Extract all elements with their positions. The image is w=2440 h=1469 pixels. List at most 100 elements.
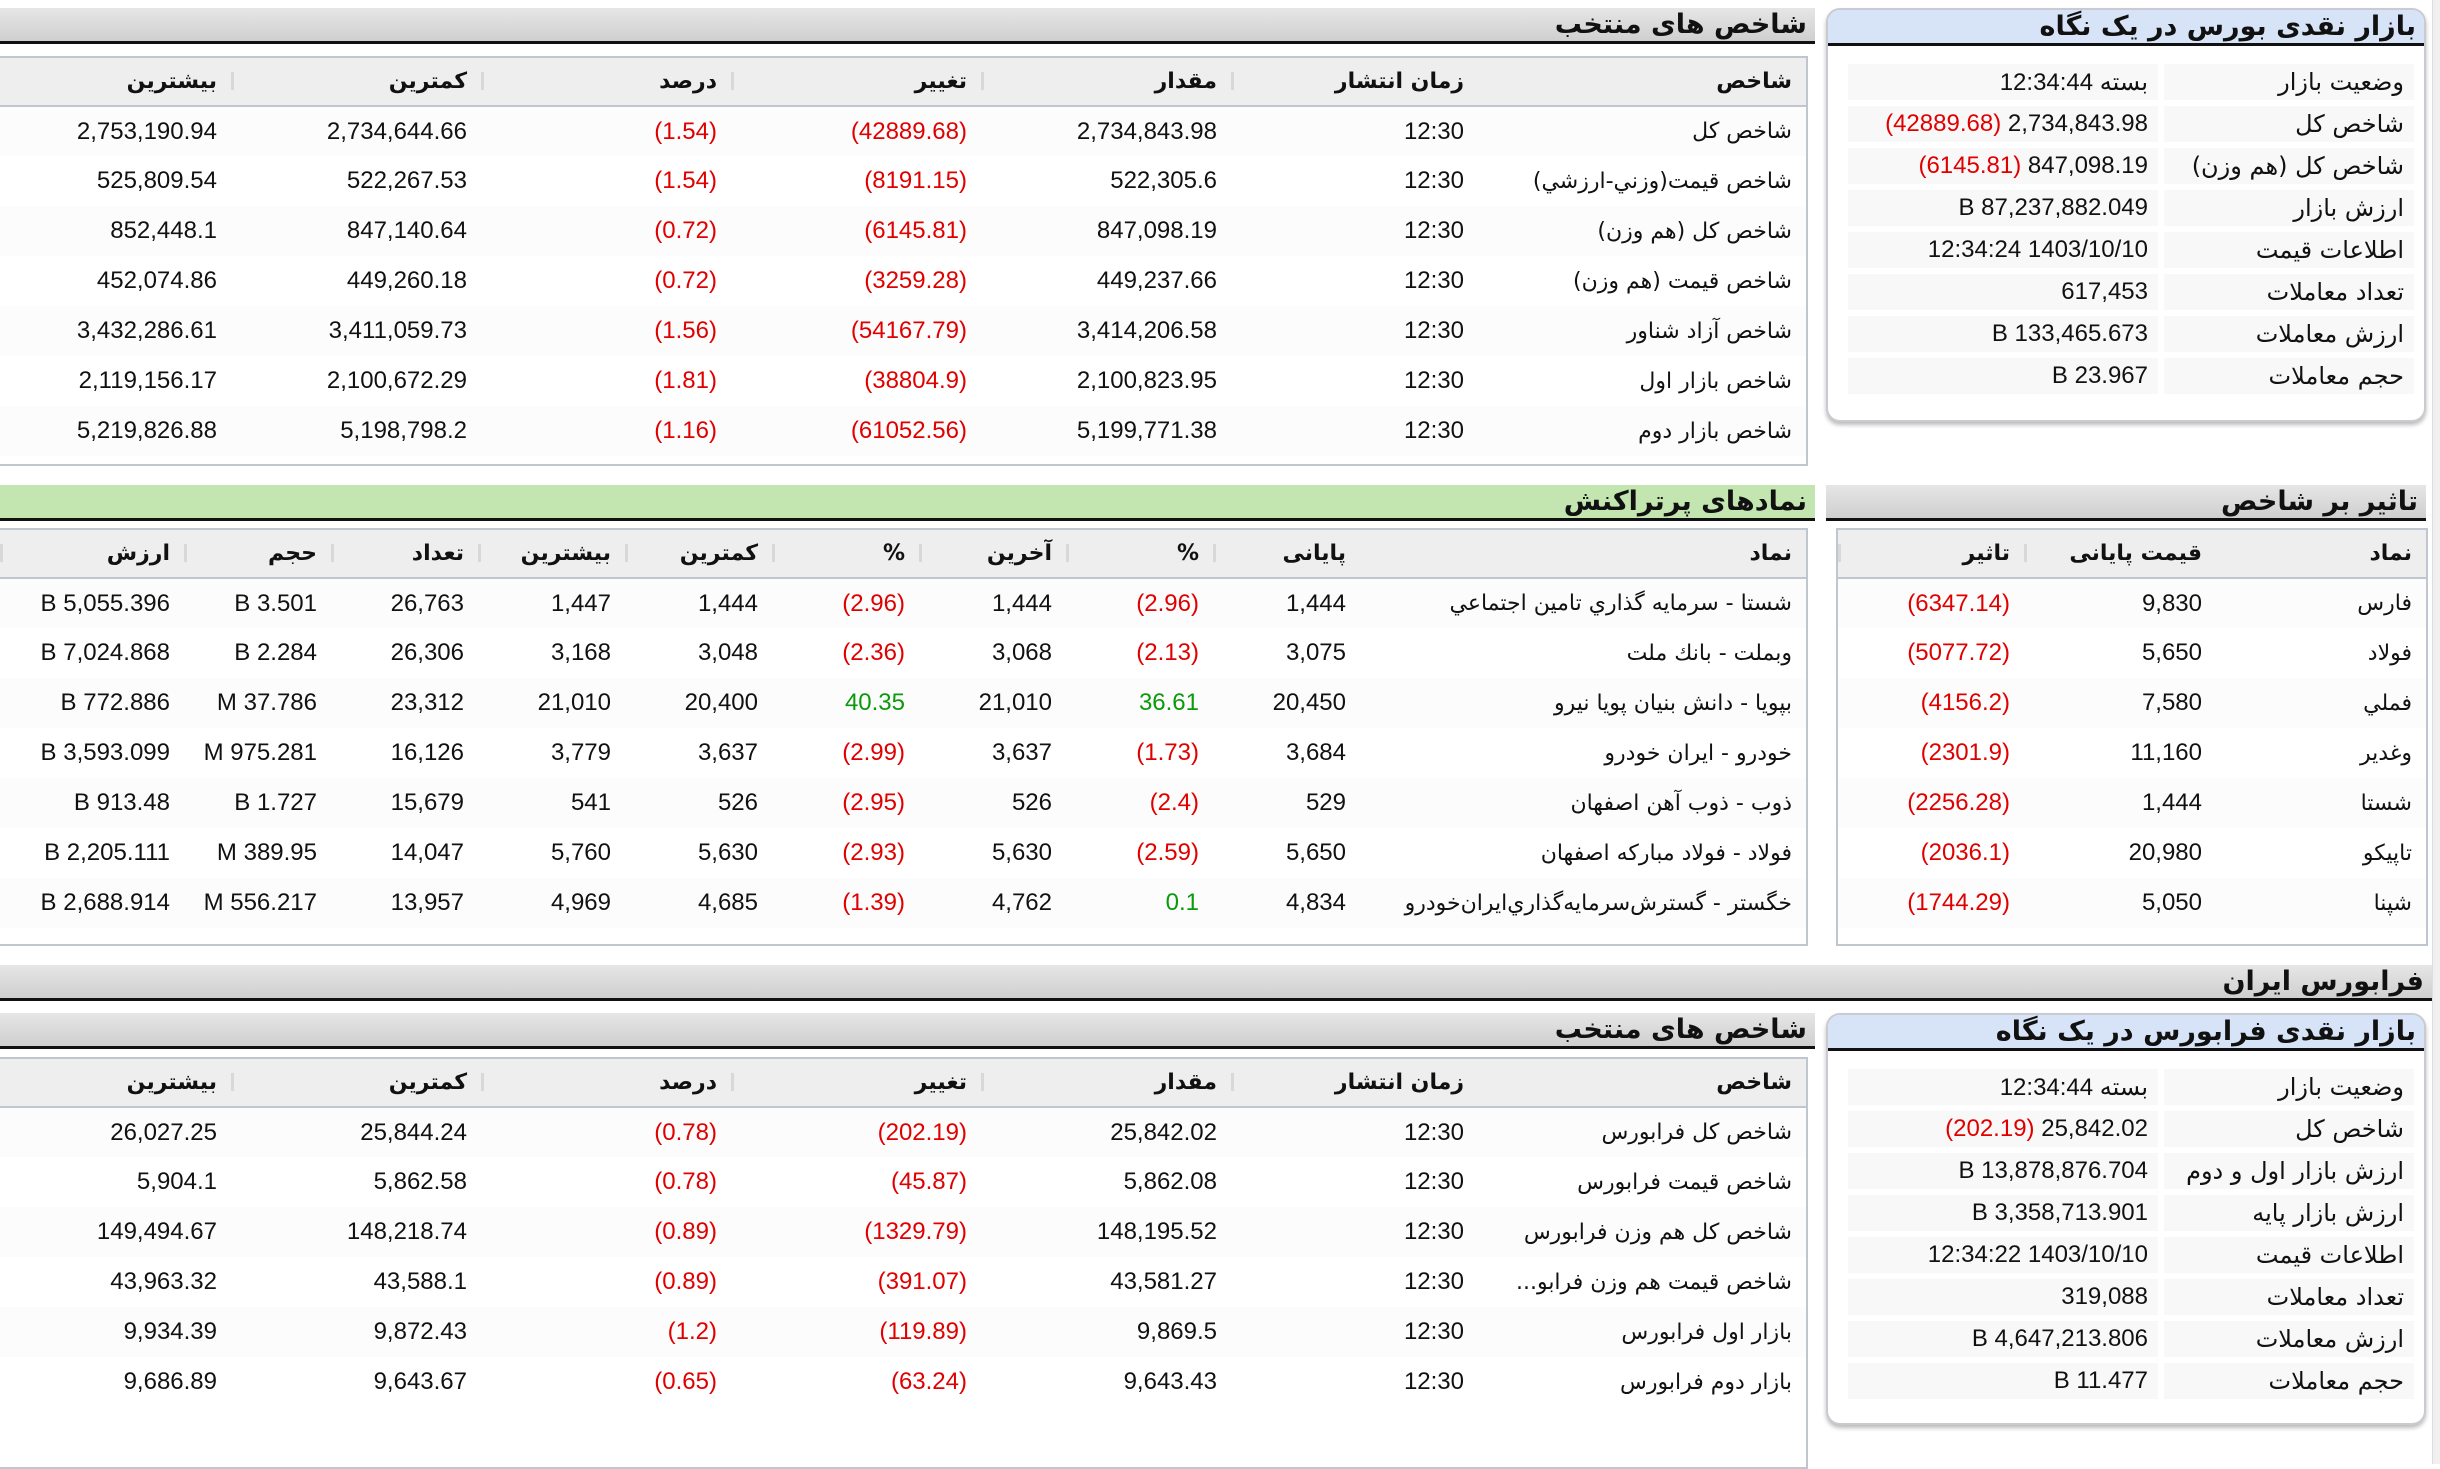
table-row[interactable]: فملي 7,580 (4156.2)	[1838, 678, 2426, 728]
row-name[interactable]: شستا - سرمايه گذاري تامين اجتماعي	[1360, 578, 1806, 628]
table-row[interactable]: شاخص كل فرابورس 12:30 25,842.02 (202.19) (0.…	[0, 1107, 1806, 1157]
row-name[interactable]: فارس	[2216, 578, 2426, 628]
row-value: 12:30	[1231, 106, 1478, 156]
table-row[interactable]: ذوب - ذوب آهن اصفهان 529 (2.4) 526 (2.95) 526…	[0, 778, 1806, 828]
column-header[interactable]: تعداد	[331, 530, 478, 579]
table-row[interactable]: فارس 9,830 (6347.14)	[1838, 578, 2426, 628]
column-header[interactable]: مقدار	[981, 1059, 1231, 1108]
row-name[interactable]: شاخص آزاد شناور	[1478, 306, 1806, 356]
row-name[interactable]: شپنا	[2216, 878, 2426, 928]
table-row[interactable]: بازار اول فرابورس 12:30 9,869.5 (119.89) (1.…	[0, 1307, 1806, 1357]
table-row[interactable]: شستا - سرمايه گذاري تامين اجتماعي 1,444 (2…	[0, 578, 1806, 628]
column-header[interactable]: کمترین	[625, 530, 772, 579]
table-row[interactable]: شاخص آزاد شناور 12:30 3,414,206.58 (54167.7…	[0, 306, 1806, 356]
column-header[interactable]: شاخص	[1478, 1059, 1806, 1108]
info-label: تعداد معاملات	[2164, 274, 2414, 310]
table-row[interactable]: فولاد - فولاد مباركه اصفهان 5,650 (2.59) 5,…	[0, 828, 1806, 878]
row-name[interactable]: شاخص كل فرابورس	[1478, 1107, 1806, 1157]
row-name[interactable]: فولاد	[2367, 640, 2412, 666]
row-name[interactable]: شاخص كل هم وزن فرابورس	[1478, 1207, 1806, 1257]
row-name[interactable]: شاخص كل	[1478, 106, 1806, 156]
row-name[interactable]: فملي	[2216, 678, 2426, 728]
column-header[interactable]: قیمت پایانی	[2024, 530, 2216, 579]
row-name[interactable]: فولاد - فولاد مباركه اصفهان	[1540, 840, 1792, 866]
column-header[interactable]: حجم	[184, 530, 331, 579]
table-row[interactable]: خگستر - گسترش‌سرمايه‌گذاري‌ايران‌خودرو 4,…	[0, 878, 1806, 928]
column-header[interactable]: آخرین	[919, 530, 1066, 579]
info-value-cell: 25,842.02 (202.19)	[1848, 1111, 2158, 1147]
column-header[interactable]: درصد	[481, 1059, 731, 1108]
row-value: 3,684	[1285, 739, 1346, 766]
column-header[interactable]: پایانی	[1213, 530, 1360, 579]
row-name[interactable]: بپويا - دانش بنيان پويا نيرو	[1360, 678, 1806, 728]
column-header[interactable]: مقدار	[981, 58, 1231, 107]
scrollbar-track[interactable]	[2432, 0, 2440, 1464]
row-value: 3,432,286.61	[0, 306, 231, 356]
column-header[interactable]: %	[1066, 530, 1213, 579]
row-name[interactable]: ذوب - ذوب آهن اصفهان	[1360, 778, 1806, 828]
row-name[interactable]: شاخص قيمت(وزني-ارزشي)	[1532, 168, 1792, 194]
column-header[interactable]: زمان انتشار	[1231, 1059, 1478, 1108]
column-header[interactable]: بیشترین	[478, 530, 625, 579]
table-row[interactable]: شاخص قيمت فرابورس 12:30 5,862.08 (45.87) (0.…	[0, 1157, 1806, 1207]
column-header[interactable]: %	[772, 530, 919, 579]
row-value: 9,643.43	[1123, 1368, 1217, 1395]
table-row[interactable]: شاخص كل 12:30 2,734,843.98 (42889.68) (1.54)…	[0, 106, 1806, 156]
row-name[interactable]: شاخص قيمت هم وزن فرابو...	[1515, 1269, 1792, 1295]
row-value: (1329.79)	[731, 1207, 981, 1257]
column-separator	[478, 544, 481, 562]
table-row[interactable]: شپنا 5,050 (1744.29)	[1838, 878, 2426, 928]
table-row[interactable]: شاخص كل (هم وزن) 12:30 847,098.19 (6145.81)…	[0, 206, 1806, 256]
row-name[interactable]: شاخص بازار اول	[1639, 368, 1792, 394]
table-row[interactable]: شاخص قيمت هم وزن فرابو... 12:30 43,581.27 (…	[0, 1257, 1806, 1307]
table-row[interactable]: شاخص بازار دوم 12:30 5,199,771.38 (61052.56…	[0, 406, 1806, 456]
column-header[interactable]: ارزش	[0, 530, 184, 579]
column-header[interactable]: بیشترین	[0, 1059, 231, 1108]
column-header[interactable]: درصد	[481, 58, 731, 107]
column-header[interactable]: شاخص	[1478, 58, 1806, 107]
row-name[interactable]: شاخص بازار دوم	[1478, 406, 1806, 456]
row-name[interactable]: وبملت - بانك ملت	[1626, 640, 1792, 666]
info-label: تعداد معاملات	[2164, 1279, 2414, 1315]
row-name[interactable]: شاخص كل (هم وزن)	[1478, 206, 1806, 256]
table-row[interactable]: بپويا - دانش بنيان پويا نيرو 20,450 36.61 2…	[0, 678, 1806, 728]
table-row[interactable]: بازار دوم فرابورس 12:30 9,643.43 (63.24) (0.…	[0, 1357, 1806, 1407]
column-header[interactable]: بیشترین	[0, 58, 231, 107]
column-header[interactable]: تغییر	[731, 1059, 981, 1108]
row-value: 12:30	[1231, 1207, 1478, 1257]
table-row[interactable]: وغدير 11,160 (2301.9)	[1838, 728, 2426, 778]
row-name[interactable]: خودرو - ايران خودرو	[1604, 740, 1792, 766]
header-row: شاخص زمان انتشار مقدار تغییر درصد کمترین بیشتر…	[0, 58, 1806, 107]
column-header[interactable]: نماد	[1360, 530, 1806, 579]
row-name[interactable]: تاپيكو	[2362, 840, 2412, 866]
row-name[interactable]: بازار اول فرابورس	[1478, 1307, 1806, 1357]
table-row[interactable]: فولاد 5,650 (5077.72)	[1838, 628, 2426, 678]
column-header[interactable]: کمترین	[231, 1059, 481, 1108]
table-row[interactable]: تاپيكو 20,980 (2036.1)	[1838, 828, 2426, 878]
column-header[interactable]: کمترین	[231, 58, 481, 107]
row-name[interactable]: خگستر - گسترش‌سرمايه‌گذاري‌ايران‌خودرو	[1360, 878, 1806, 928]
column-header[interactable]: نماد	[2216, 530, 2426, 579]
table-row[interactable]: شاخص بازار اول 12:30 2,100,823.95 (38804.9)…	[0, 356, 1806, 406]
info-label: اطلاعات قیمت	[2164, 232, 2414, 268]
table-row[interactable]: شاخص قيمت(وزني-ارزشي) 12:30 522,305.6 (8191…	[0, 156, 1806, 206]
row-name[interactable]: شاخص قيمت فرابورس	[1577, 1169, 1792, 1195]
table-row[interactable]: خودرو - ايران خودرو 3,684 (1.73) 3,637 (2.99…	[0, 728, 1806, 778]
table-row[interactable]: شاخص كل هم وزن فرابورس 12:30 148,195.52 (13…	[0, 1207, 1806, 1257]
info-row: اطلاعات قیمت 1403/10/10 12:34:24	[1848, 232, 2414, 268]
column-header-label: تغییر	[914, 1070, 967, 1095]
row-value: 5,050	[2024, 878, 2216, 928]
table-row[interactable]: شاخص قيمت (هم وزن) 12:30 449,237.66 (3259.2…	[0, 256, 1806, 306]
column-header[interactable]: زمان انتشار	[1231, 58, 1478, 107]
table-row[interactable]: شستا 1,444 (2256.28)	[1838, 778, 2426, 828]
row-name[interactable]: وغدير	[2360, 740, 2412, 766]
column-header[interactable]: تاثیر	[1838, 530, 2024, 579]
index-impact-title: تاثیر بر شاخص	[1826, 485, 2426, 521]
row-name[interactable]: شاخص قيمت (هم وزن)	[1573, 268, 1792, 294]
table-row[interactable]: وبملت - بانك ملت 3,075 (2.13) 3,068 (2.36) 3,…	[0, 628, 1806, 678]
row-name[interactable]: شستا	[2216, 778, 2426, 828]
bourse-selected-table: شاخص زمان انتشار مقدار تغییر درصد کمترین بیشتر…	[0, 56, 1808, 466]
row-name[interactable]: بازار دوم فرابورس	[1620, 1369, 1792, 1395]
column-header-label: ارزش	[106, 541, 170, 566]
column-header[interactable]: تغییر	[731, 58, 981, 107]
